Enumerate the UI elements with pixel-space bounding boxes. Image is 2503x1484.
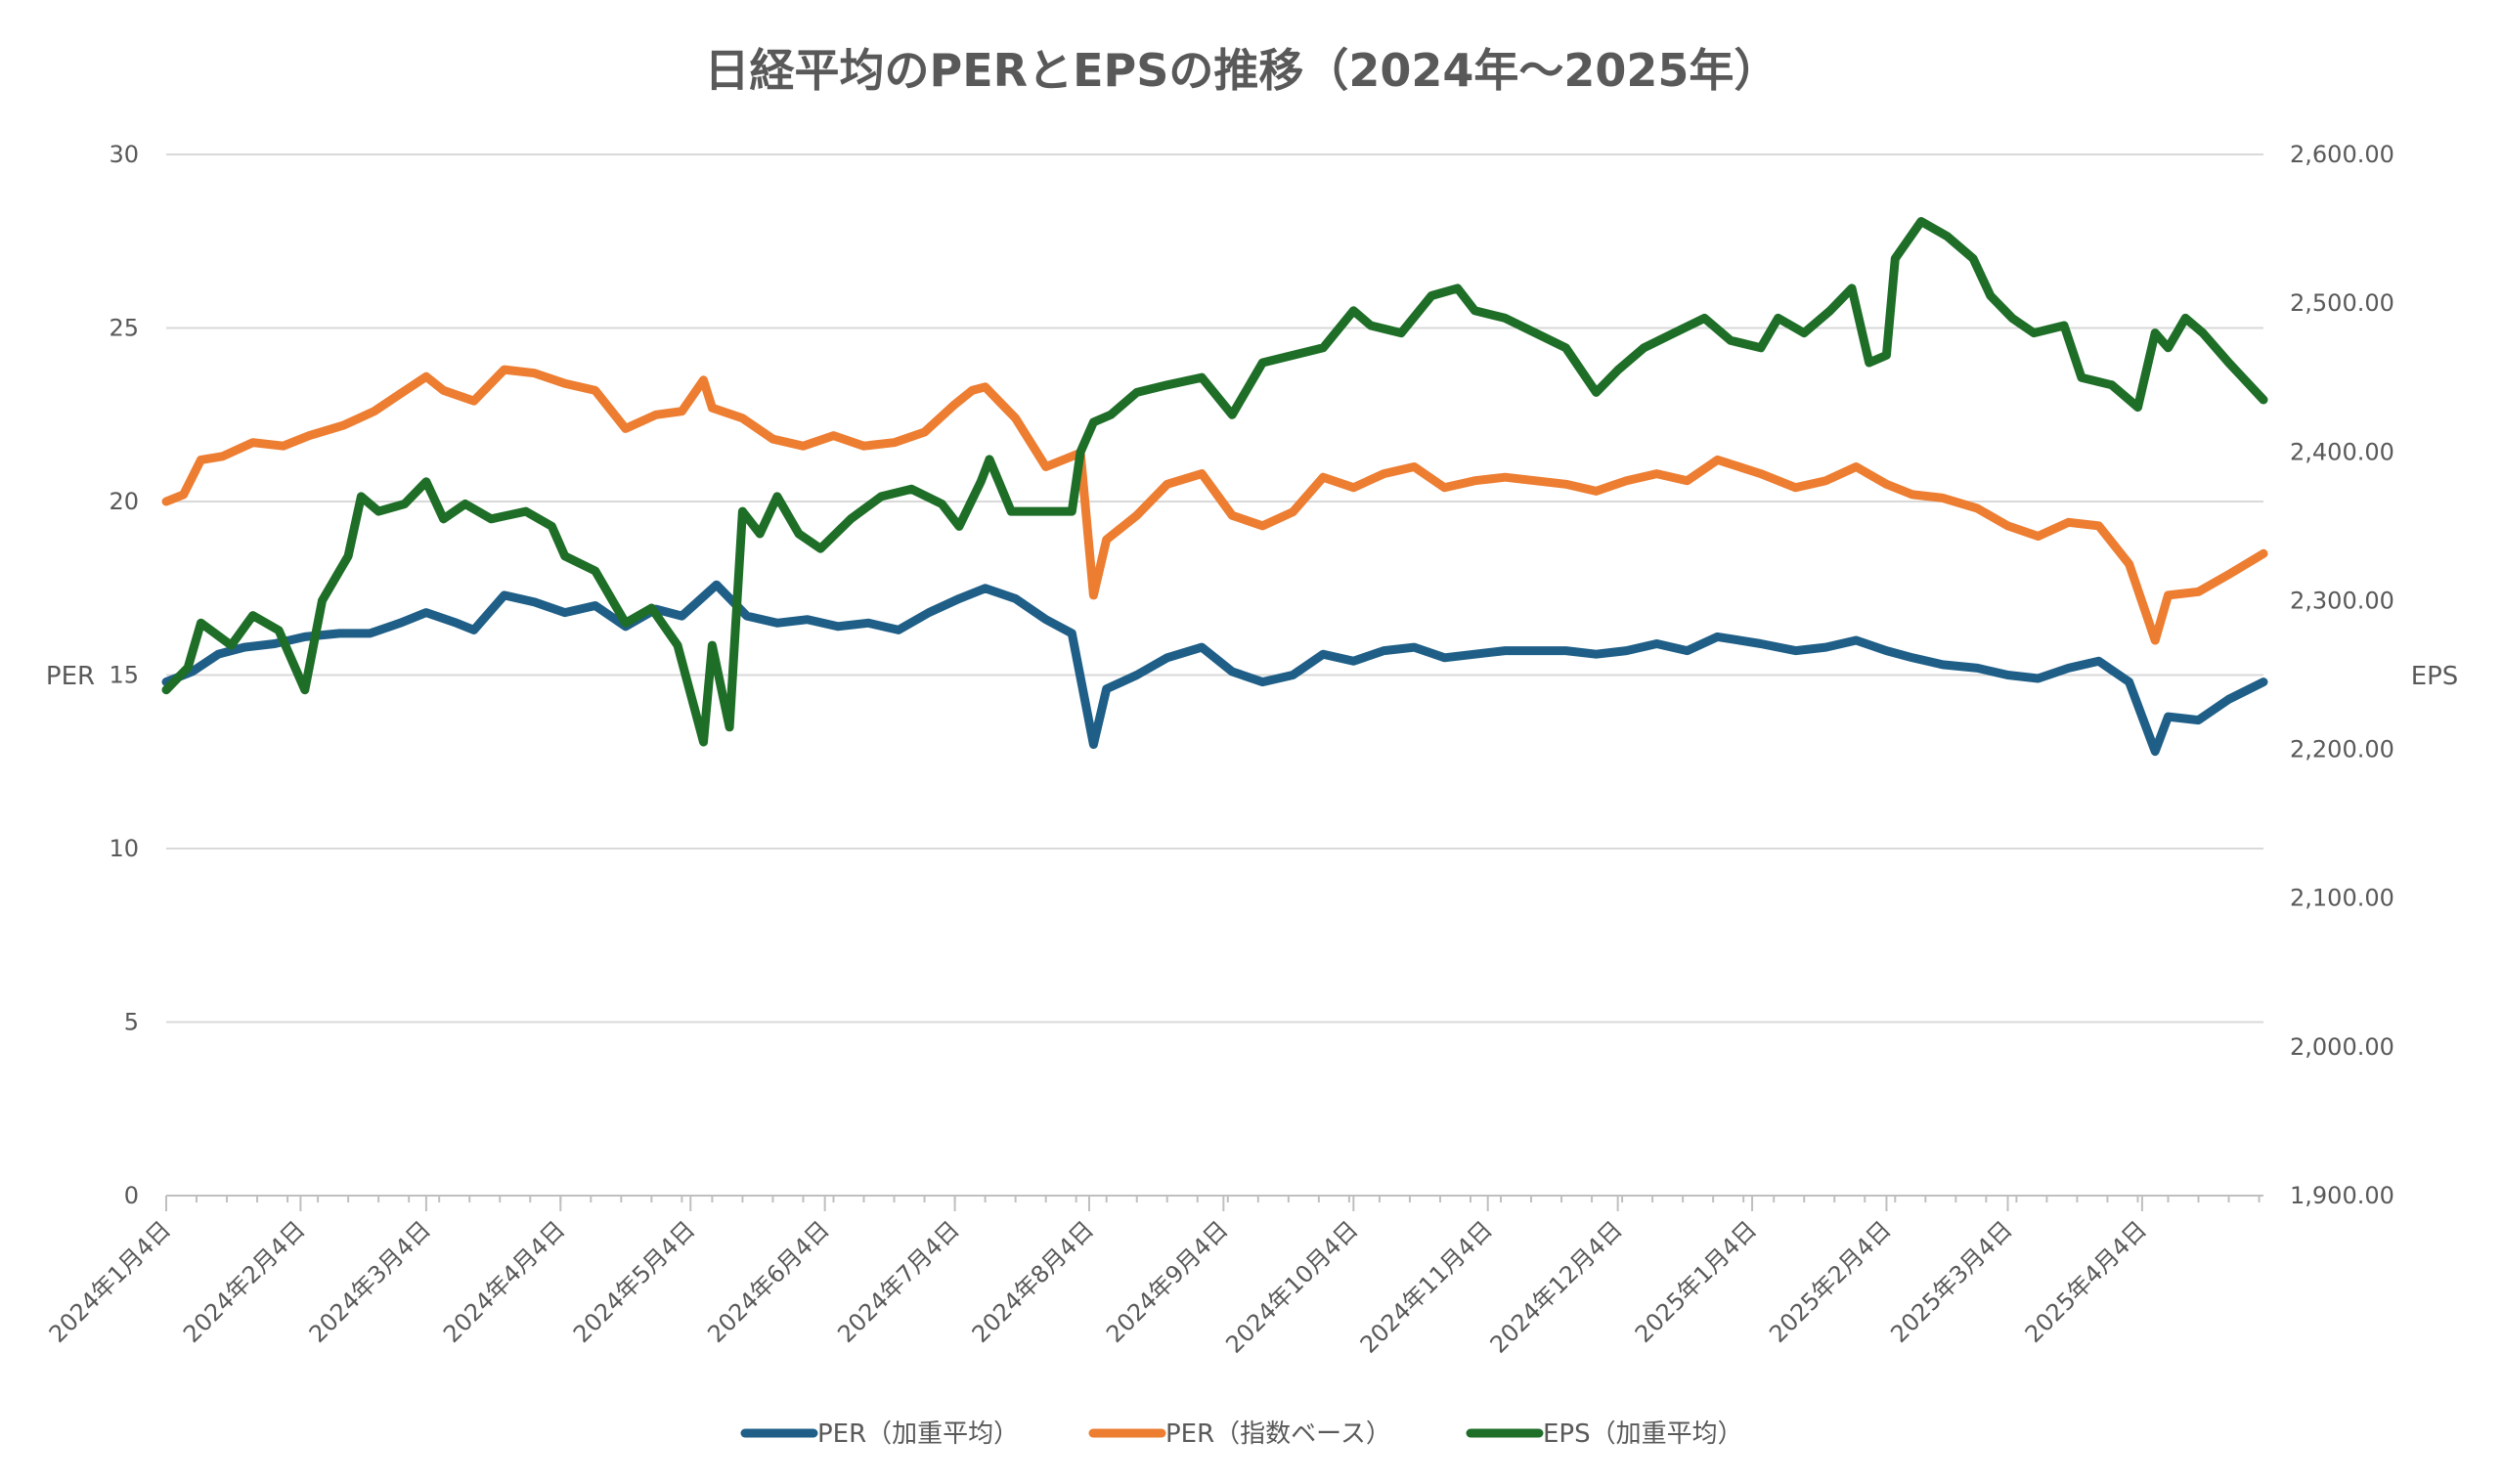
chart-title: 日経平均のPERとEPSの推移（2024年～2025年） <box>705 44 1779 97</box>
legend-label-1: PER（加重平均） <box>817 1419 1019 1449</box>
y-tick-right: 2,200.00 <box>2290 736 2394 764</box>
y-tick-left: 30 <box>109 141 139 168</box>
x-tick-label: 2025年3月4日 <box>1885 1215 2017 1347</box>
y-tick-right: 2,500.00 <box>2290 289 2394 317</box>
y-axis-right-title: EPS <box>2411 662 2459 691</box>
y-tick-right: 2,400.00 <box>2290 438 2394 465</box>
x-tick-label: 2024年2月4日 <box>178 1215 310 1347</box>
y-tick-right: 2,100.00 <box>2290 885 2394 912</box>
x-tick-label: 2025年4月4日 <box>2020 1215 2152 1347</box>
legend: PER（加重平均） PER（指数ベース） EPS（加重平均） <box>740 1419 1743 1449</box>
x-tick-label: 2024年3月4日 <box>304 1215 436 1347</box>
y-tick-left: 15 <box>109 662 139 689</box>
y-tick-left: 25 <box>109 315 139 342</box>
x-tick-label: 2024年6月4日 <box>702 1215 834 1347</box>
x-tick-label: 2024年4月4日 <box>438 1215 570 1347</box>
x-tick-label: 2024年12月4日 <box>1485 1215 1628 1358</box>
x-tick-label: 2024年8月4日 <box>967 1215 1099 1347</box>
x-tick-label: 2024年7月4日 <box>832 1215 964 1347</box>
axes: 0 5 10 15 20 25 30 1,900.00 2,000.00 2,100.00 2,20… <box>44 141 2394 1359</box>
y-tick-left: 20 <box>109 488 139 515</box>
y-tick-left: 5 <box>124 1009 139 1036</box>
legend-label-3: EPS（加重平均） <box>1543 1419 1743 1449</box>
x-tick-label: 2024年5月4日 <box>568 1215 700 1347</box>
series-line-2 <box>161 365 2268 645</box>
x-tick-label: 2025年1月4日 <box>1630 1215 1762 1347</box>
x-tick-label: 2024年1月4日 <box>44 1215 176 1347</box>
y-tick-left: 0 <box>124 1182 139 1209</box>
series-lines <box>161 217 2268 757</box>
series-line-1 <box>161 580 2268 757</box>
y-axis-left-title: PER <box>46 662 95 691</box>
gridlines <box>166 153 2263 1024</box>
x-tick-label: 2024年9月4日 <box>1101 1215 1233 1347</box>
y-tick-right: 2,000.00 <box>2290 1033 2394 1061</box>
y-tick-right: 2,600.00 <box>2290 141 2394 168</box>
x-tick-label: 2024年10月4日 <box>1220 1215 1363 1358</box>
series-line-3 <box>161 217 2268 747</box>
y-tick-right: 2,300.00 <box>2290 587 2394 614</box>
y-tick-right: 1,900.00 <box>2290 1182 2394 1209</box>
x-tick-label: 2025年2月4日 <box>1764 1215 1896 1347</box>
y-tick-left: 10 <box>109 835 139 862</box>
x-tick-label: 2024年11月4日 <box>1355 1215 1498 1358</box>
legend-label-2: PER（指数ベース） <box>1165 1419 1391 1449</box>
